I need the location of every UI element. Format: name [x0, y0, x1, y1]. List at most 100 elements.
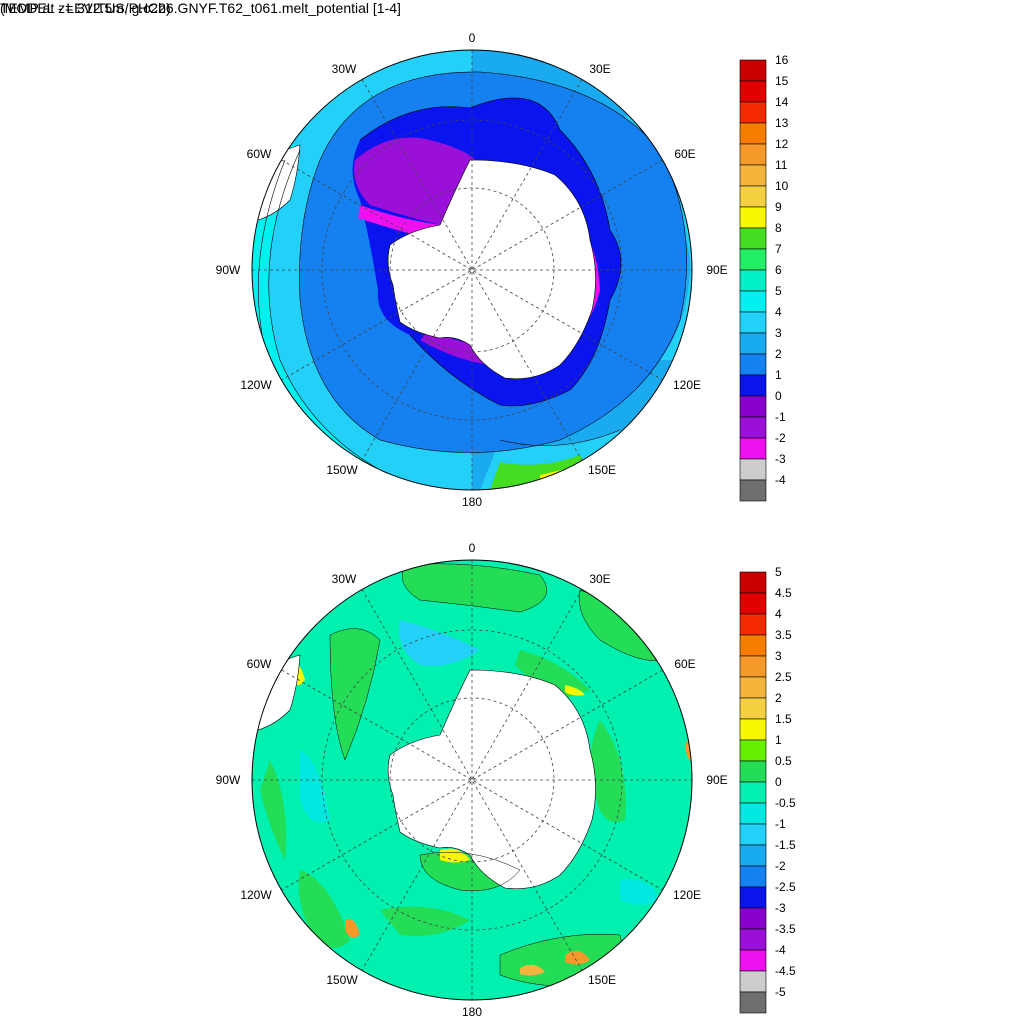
- bottom-colorbar-swatch: [739, 781, 767, 804]
- top-lon-label-60e: 60E: [674, 147, 695, 161]
- top-lon-label-90e: 90E: [706, 263, 727, 277]
- bottom-lon-label-60e: 60E: [674, 657, 695, 671]
- top-colorbar-swatch: [739, 290, 767, 313]
- bottom-lon-label-60w: 60W: [247, 657, 272, 671]
- bottom-colorbar-tick-label: -1: [775, 817, 786, 831]
- top-colorbar-tick-label: 14: [775, 95, 789, 109]
- top-colorbar-swatch: [739, 164, 767, 187]
- bottom-colorbar-swatch: [739, 697, 767, 720]
- top-colorbar-swatch: [739, 311, 767, 334]
- bottom-colorbar-swatch: [739, 718, 767, 741]
- top-lon-label-120e: 120E: [673, 378, 701, 392]
- bottom-colorbar-tick-label: -2.5: [775, 880, 796, 894]
- top-colorbar-tick-label: 9: [775, 200, 782, 214]
- bottom-colorbar-swatch: [739, 844, 767, 867]
- bottom-colorbar-swatch: [739, 949, 767, 972]
- bottom-colorbar-tick-label: -1.5: [775, 838, 796, 852]
- bottom-colorbar-swatch: [739, 760, 767, 783]
- top-colorbar-tick-label: -2: [775, 431, 786, 445]
- bottom-lon-label-0: 0: [469, 541, 476, 555]
- bottom-colorbar-tick-label: 2.5: [775, 670, 792, 684]
- bottom-lon-label-150e: 150E: [588, 973, 616, 987]
- top-colorbar-tick-label: 5: [775, 284, 782, 298]
- bottom-colorbar-swatch: [739, 886, 767, 909]
- top-map-title: TEMP at z= 312.5m, g.c2b6.GNYF.T62_t061.…: [0, 0, 401, 16]
- top-colorbar-swatch: [739, 80, 767, 103]
- top-colorbar-swatch: [739, 143, 767, 166]
- bottom-lon-label-150w: 150W: [326, 973, 358, 987]
- bottom-colorbar-swatch: [739, 613, 767, 636]
- top-colorbar-tick-label: 2: [775, 347, 782, 361]
- bottom-colorbar-tick-label: -3.5: [775, 922, 796, 936]
- bottom-colorbar-swatch: [739, 655, 767, 678]
- bottom-colorbar-swatch: [739, 592, 767, 615]
- bottom-colorbar-swatch: [739, 928, 767, 951]
- bottom-colorbar-swatch: [739, 991, 767, 1014]
- top-colorbar-swatch: [739, 395, 767, 418]
- top-colorbar-tick-label: -4: [775, 473, 786, 487]
- top-colorbar-swatch: [739, 122, 767, 145]
- top-lon-label-30e: 30E: [589, 62, 610, 76]
- top-colorbar-tick-label: 12: [775, 137, 789, 151]
- bottom-colorbar-tick-label: 3: [775, 649, 782, 663]
- top-lon-label-150w: 150W: [326, 463, 358, 477]
- top-colorbar-tick-label: 11: [775, 158, 788, 172]
- top-colorbar-swatch: [739, 269, 767, 292]
- bottom-lon-label-30w: 30W: [332, 572, 357, 586]
- bottom-colorbar-swatch: [739, 676, 767, 699]
- top-colorbar-tick-label: 8: [775, 221, 782, 235]
- top-lon-label-180: 180: [462, 495, 482, 509]
- top-colorbar-tick-label: 7: [775, 242, 782, 256]
- bottom-colorbar-tick-label: -4.5: [775, 964, 796, 978]
- bottom-lon-label-180: 180: [462, 1005, 482, 1019]
- top-colorbar-swatch: [739, 437, 767, 460]
- bottom-colorbar-tick-label: -4: [775, 943, 786, 957]
- bottom-lon-label-90e: 90E: [706, 773, 727, 787]
- bottom-colorbar-swatch: [739, 823, 767, 846]
- bottom-colorbar-tick-label: 0.5: [775, 754, 792, 768]
- top-colorbar-tick-label: 0: [775, 389, 782, 403]
- top-lon-label-90w: 90W: [216, 263, 241, 277]
- top-colorbar-swatch: [739, 458, 767, 481]
- bottom-colorbar-tick-label: -5: [775, 985, 786, 999]
- bottom-colorbar-swatch: [739, 739, 767, 762]
- bottom-colorbar-swatch: [739, 634, 767, 657]
- top-colorbar-tick-label: 10: [775, 179, 789, 193]
- top-colorbar-swatch: [739, 101, 767, 124]
- bottom-colorbar-tick-label: 1: [775, 733, 782, 747]
- top-colorbar-tick-label: 6: [775, 263, 782, 277]
- bottom-lon-label-120e: 120E: [673, 888, 701, 902]
- top-colorbar-tick-label: 4: [775, 305, 782, 319]
- bottom-colorbar-tick-label: 0: [775, 775, 782, 789]
- top-colorbar-tick-label: 16: [775, 53, 789, 67]
- bottom-colorbar-swatch: [739, 970, 767, 993]
- top-colorbar-tick-label: -1: [775, 410, 786, 424]
- top-colorbar-tick-label: 13: [775, 116, 789, 130]
- bottom-colorbar-swatch: [739, 865, 767, 888]
- top-colorbar-tick-label: -3: [775, 452, 786, 466]
- bottom-colorbar-tick-label: -2: [775, 859, 786, 873]
- bottom-colorbar: 5 4.5 4 3.5 3 2.5 2 1.5 1 0.5 0 -0.5 -1 -1.5 -2 -2.5 -3 -…: [739, 565, 796, 1014]
- bottom-colorbar-tick-label: 5: [775, 565, 782, 579]
- bottom-colorbar-tick-label: 1.5: [775, 712, 792, 726]
- bottom-colorbar-tick-label: 4: [775, 607, 782, 621]
- top-lon-label-30w: 30W: [332, 62, 357, 76]
- bottom-colorbar-tick-label: -0.5: [775, 796, 796, 810]
- bottom-lon-label-120w: 120W: [240, 888, 272, 902]
- bottom-colorbar-tick-label: 2: [775, 691, 782, 705]
- top-lon-label-0: 0: [469, 31, 476, 45]
- top-colorbar-tick-label: 15: [775, 74, 789, 88]
- top-lon-label-60w: 60W: [247, 147, 272, 161]
- top-colorbar-swatch: [739, 185, 767, 208]
- bottom-colorbar-tick-label: -3: [775, 901, 786, 915]
- bottom-map-title: (MODEL - LEVITUS/PHC2): [0, 0, 171, 16]
- bottom-lon-label-90w: 90W: [216, 773, 241, 787]
- bottom-colorbar-tick-label: 4.5: [775, 586, 792, 600]
- top-colorbar-swatch: [739, 353, 767, 376]
- top-colorbar-swatch: [739, 248, 767, 271]
- bottom-lon-label-30e: 30E: [589, 572, 610, 586]
- top-colorbar-tick-label: 3: [775, 326, 782, 340]
- top-colorbar-swatch: [739, 374, 767, 397]
